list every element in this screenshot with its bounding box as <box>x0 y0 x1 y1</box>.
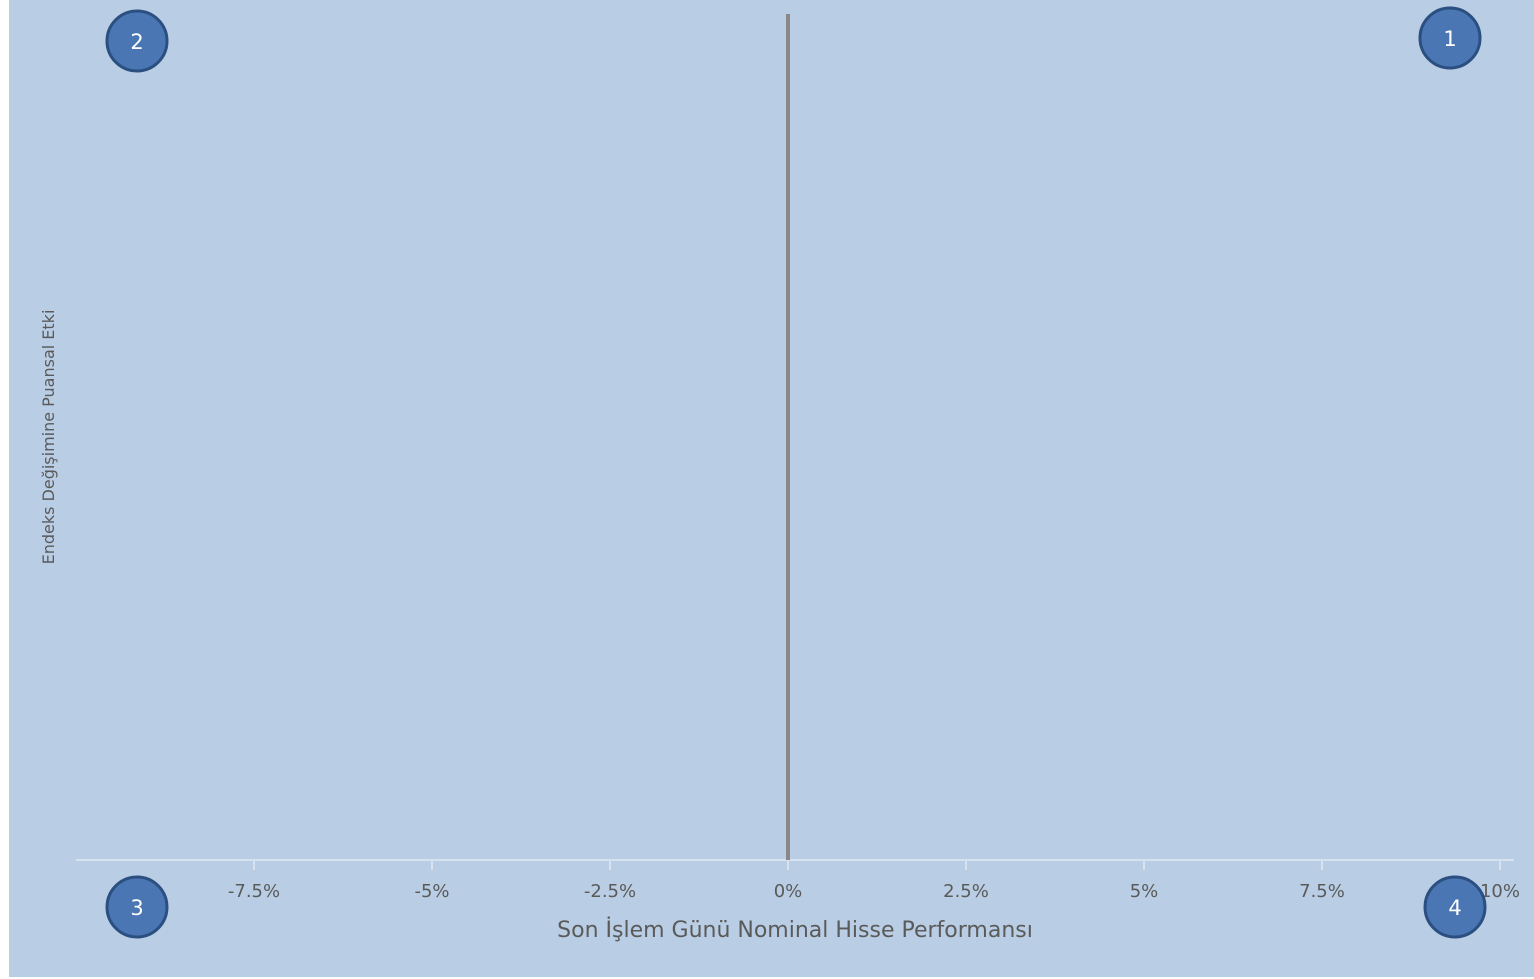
x-tick-label: -5% <box>414 881 449 902</box>
quadrant-badge-label: 2 <box>130 30 143 54</box>
quadrant-badge-circle <box>1418 6 1482 70</box>
x-tick-label: -7.5% <box>228 881 280 902</box>
x-tick-label: 7.5% <box>1299 881 1345 902</box>
y-axis-title: Endeks Değişimine Puansal Etki <box>39 310 58 565</box>
quadrant-badge-2: 2 <box>105 9 169 73</box>
quadrant-badge-1: 1 <box>1418 6 1482 70</box>
chart-background <box>9 0 1534 977</box>
x-tick-label: 0% <box>774 881 803 902</box>
x-tick-label: 2.5% <box>943 881 989 902</box>
x-tick-label: 5% <box>1130 881 1159 902</box>
x-tick-label: -2.5% <box>584 881 636 902</box>
quadrant-badge-label: 4 <box>1448 896 1461 920</box>
quadrant-badge-circle <box>105 875 169 939</box>
x-axis-ticks: -7.5% -5% -2.5% 0% 2.5% 5% 7.5% 10% <box>228 860 1520 902</box>
quadrant-badge-circle <box>105 9 169 73</box>
quadrant-badge-circle <box>1423 875 1487 939</box>
x-tick-label: 10% <box>1480 881 1520 902</box>
x-axis-title: Son İşlem Günü Nominal Hisse Performansı <box>557 917 1033 943</box>
quadrant-badges: 1 2 3 4 <box>105 6 1487 939</box>
quadrant-badge-4: 4 <box>1423 875 1487 939</box>
quadrant-badge-label: 1 <box>1443 27 1456 51</box>
quadrant-badge-label: 3 <box>130 896 143 920</box>
quadrant-badge-3: 3 <box>105 875 169 939</box>
